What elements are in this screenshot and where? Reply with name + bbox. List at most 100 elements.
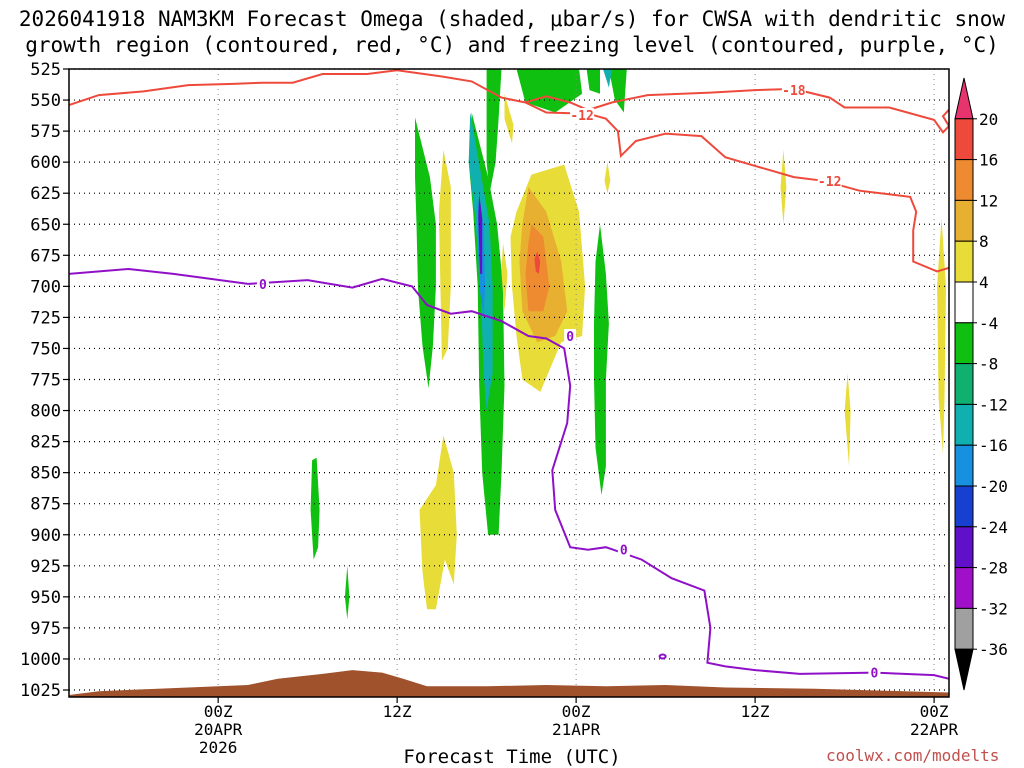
dgz-label-bg-1 [570, 107, 595, 122]
freezing-label-bg-1 [564, 329, 577, 344]
x-tick-label-0-1: 00Z [204, 702, 233, 721]
colorbar-label-1: 16 [979, 151, 998, 170]
x-tick-label-12-2: 21APR [552, 720, 601, 739]
colorbar-label-10: -24 [979, 518, 1008, 537]
y-tick-label-550: 550 [30, 91, 61, 111]
y-tick-label-675: 675 [30, 246, 61, 266]
freezing-level-label-3: 0 [871, 667, 879, 682]
y-tick-label-850: 850 [30, 464, 61, 484]
omega-region-13 [419, 435, 457, 610]
colorbar-swatch-9 [954, 444, 974, 487]
colorbar-arrow-top [954, 77, 974, 120]
omega-region-18 [844, 373, 851, 467]
x-tick-label-18-1: 12Z [741, 702, 770, 721]
colorbar-label-3: 8 [979, 232, 989, 251]
freezing-level-label-0: 0 [259, 278, 267, 293]
freezing-level-isolated-0 [658, 653, 667, 660]
y-tick-label-825: 825 [30, 433, 61, 453]
colorbar-label-11: -28 [979, 559, 1008, 578]
colorbar-swatch-7 [954, 363, 974, 405]
colorbar-swatch-11 [954, 526, 974, 569]
y-tick-label-525: 525 [30, 60, 61, 80]
y-tick-label-1000: 1000 [20, 650, 61, 670]
y-tick-label-725: 725 [30, 308, 61, 328]
dgz-contour-label-2: -12 [818, 175, 841, 190]
colorbar-arrow-bottom [954, 648, 974, 691]
colorbar-label-0: 20 [979, 110, 998, 129]
y-tick-label-750: 750 [30, 339, 61, 359]
colorbar-label-12: -32 [979, 599, 1008, 618]
terrain-fill [69, 670, 949, 697]
omega-region-19 [937, 218, 946, 454]
omega-region-24 [608, 69, 627, 113]
colorbar-swatch-8 [954, 403, 974, 446]
y-tick-label-625: 625 [30, 184, 61, 204]
omega-region-17 [780, 149, 787, 225]
colorbar-swatch-1 [954, 118, 974, 161]
y-tick-label-700: 700 [30, 277, 61, 297]
omega-region-23 [534, 251, 541, 274]
dgz-contour-label-1: -12 [570, 109, 593, 124]
x-tick-label-0-2: 20APR [194, 720, 243, 739]
y-tick-label-575: 575 [30, 122, 61, 142]
omega-region-10 [478, 193, 483, 274]
y-tick-label-950: 950 [30, 588, 61, 608]
omega-region-25 [603, 69, 612, 88]
colorbar-swatch-4 [954, 240, 974, 283]
omega-region-15 [501, 242, 508, 312]
dgz-label-bg-2 [817, 173, 842, 188]
omega-region-3 [516, 69, 583, 113]
colorbar-label-8: -16 [979, 436, 1008, 455]
colorbar-label-6: -8 [979, 355, 998, 374]
colorbar-label-7: -12 [979, 395, 1008, 414]
x-axis-label: Forecast Time (UTC) [403, 746, 621, 768]
omega-region-4 [586, 69, 600, 94]
colorbar-label-13: -36 [979, 640, 1008, 659]
freezing-level-label-2: 0 [620, 544, 628, 559]
y-tick-label-975: 975 [30, 619, 61, 639]
colorbar-label-9: -20 [979, 477, 1008, 496]
x-tick-label-24-2: 22APR [910, 720, 959, 739]
chart-title-line-1: 2026041918 NAM3KM Forecast Omega (shaded… [18, 7, 1006, 31]
x-tick-label-6-1: 12Z [383, 702, 412, 721]
credit-link[interactable]: coolwx.com/modelts [826, 746, 1000, 765]
colorbar-swatch-6 [954, 322, 974, 365]
y-tick-label-900: 900 [30, 526, 61, 546]
colorbar-swatch-13 [954, 607, 974, 650]
omega-region-5 [594, 224, 609, 496]
y-tick-label-600: 600 [30, 153, 61, 173]
colorbar-swatch-12 [954, 567, 974, 609]
colorbar-swatch-2 [954, 159, 974, 201]
y-tick-label-1025: 1025 [20, 681, 61, 701]
colorbar-swatch-5 [954, 281, 974, 324]
dgz-label-bg-0 [781, 83, 806, 98]
omega-region-7 [344, 565, 350, 620]
freezing-label-bg-3 [868, 665, 881, 680]
x-tick-label-24-1: 00Z [920, 702, 949, 721]
x-tick-label-0-3: 2026 [199, 738, 238, 757]
y-tick-label-925: 925 [30, 557, 61, 577]
y-tick-label-650: 650 [30, 215, 61, 235]
freezing-label-bg-0 [256, 276, 269, 291]
dgz-contour-minus18-0 [69, 69, 949, 134]
plot-frame [68, 68, 950, 698]
colorbar-swatch-10 [954, 485, 974, 528]
omega-region-6 [310, 457, 320, 560]
omega-region-16 [604, 162, 611, 194]
freezing-label-bg-2 [617, 542, 630, 557]
x-tick-label-12-1: 00Z [562, 702, 591, 721]
colorbar-label-4: 4 [979, 273, 989, 292]
colorbar-swatch-3 [954, 199, 974, 242]
y-tick-label-800: 800 [30, 402, 61, 422]
y-tick-label-875: 875 [30, 495, 61, 515]
omega-region-20 [1003, 69, 1009, 100]
omega-region-0 [415, 117, 436, 389]
y-tick-label-775: 775 [30, 371, 61, 391]
colorbar-label-2: 12 [979, 191, 998, 210]
chart-title-line-2: growth region (contoured, red, °C) and f… [25, 33, 999, 57]
dgz-contour-label-0: -18 [782, 84, 806, 99]
omega-region-14 [504, 93, 514, 144]
freezing-level-contour [69, 267, 949, 680]
freezing-level-label-1: 0 [566, 330, 574, 345]
